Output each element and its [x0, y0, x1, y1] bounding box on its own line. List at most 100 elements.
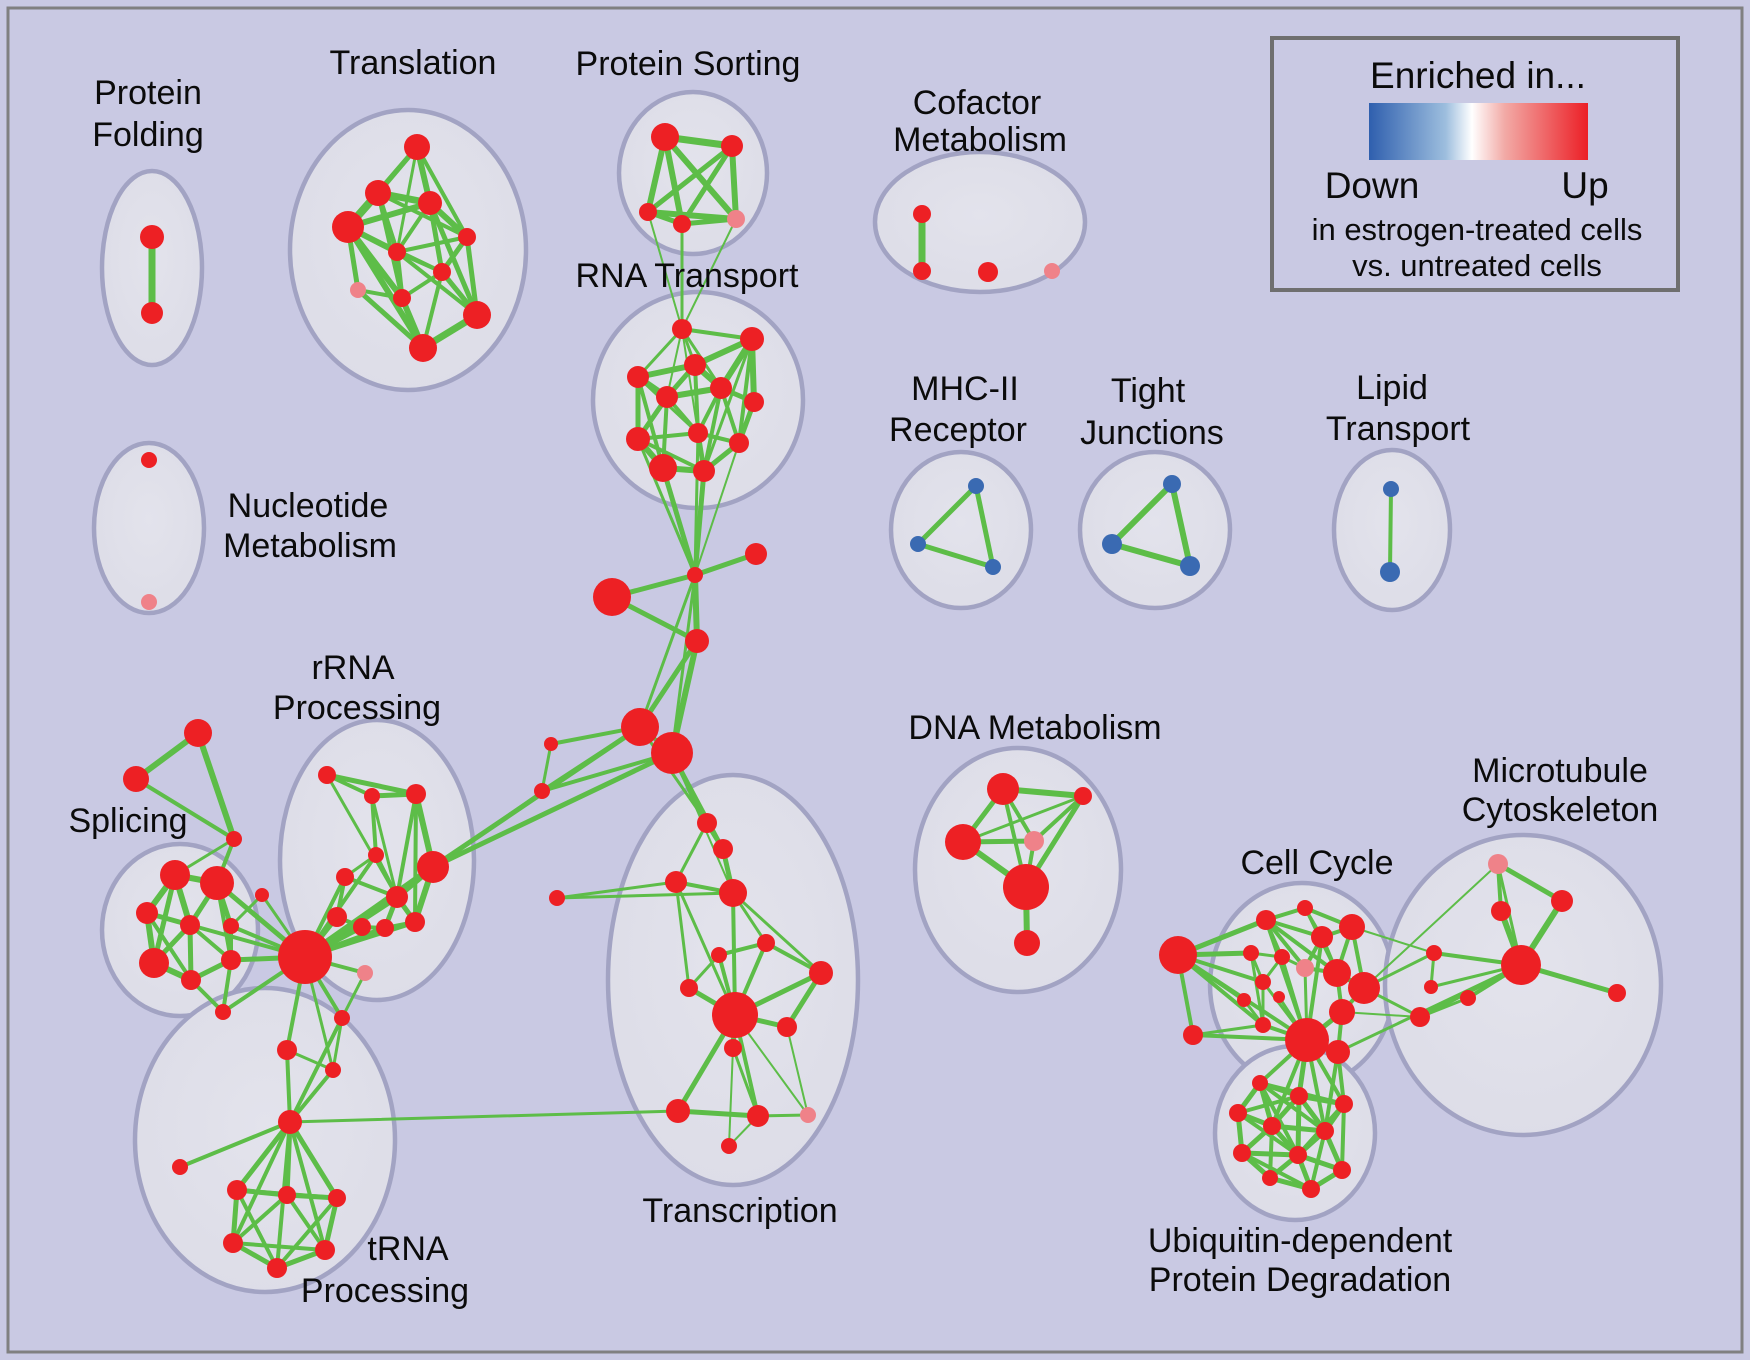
node-rr3 — [406, 784, 426, 804]
node-rr7 — [417, 851, 449, 883]
node-l2 — [1380, 562, 1400, 582]
node-c4 — [1044, 263, 1060, 279]
node-cc6 — [1274, 949, 1290, 965]
edge-u2-u4 — [1236, 1094, 1301, 1115]
edge-u2-u8 — [1295, 1093, 1302, 1158]
edge-rr13-tnh — [288, 1016, 344, 1124]
node-d5 — [1003, 864, 1049, 910]
node-cc3 — [1311, 926, 1333, 948]
node-x3 — [665, 871, 687, 893]
edge-j2-j3 — [1109, 541, 1193, 569]
node-cc16 — [1329, 999, 1355, 1025]
node-tn2 — [227, 1180, 247, 1200]
node-x4 — [719, 879, 747, 907]
edge-s5-r1 — [681, 218, 737, 330]
edge-mt1-mt2 — [1495, 861, 1565, 904]
edge-t8-t11 — [355, 287, 426, 351]
node-t3 — [418, 191, 442, 215]
edge-t5-t6 — [395, 235, 469, 254]
cluster-ellipse-nucleotide-metabolism — [91, 440, 207, 616]
cluster-label-protein-sorting: Protein Sorting — [576, 45, 801, 83]
node-rr4 — [368, 847, 384, 863]
cluster-label-transcription: Transcription — [642, 1192, 837, 1230]
edge-tn2-tn7 — [235, 1188, 279, 1270]
edge-h2-h5 — [638, 573, 697, 729]
node-u10 — [1262, 1170, 1278, 1186]
node-rr11 — [405, 912, 425, 932]
edge-cc5-cc13 — [1249, 951, 1265, 1027]
edge-x3-x8 — [674, 880, 691, 990]
edge-t6-t10 — [395, 250, 479, 317]
edge-s2-s4 — [679, 143, 735, 227]
edge-tnh-x12 — [288, 1109, 680, 1124]
legend-down-label: Down — [1325, 165, 1420, 206]
cluster-label-cell-cycle: Cell Cycle — [1240, 844, 1393, 882]
node-cc9 — [1348, 972, 1380, 1004]
node-mt7 — [1608, 984, 1626, 1002]
edge-rr14-tnh — [285, 1048, 292, 1124]
edge-tn4-tn7 — [275, 1196, 339, 1270]
edge-rr2-rr4 — [370, 794, 378, 857]
node-tn3 — [278, 1186, 296, 1204]
node-rr13 — [334, 1010, 350, 1026]
cluster-label-cofactor-metabolism-line2: Metabolism — [893, 121, 1067, 159]
cluster-label-rrna-processing-line1: rRNA — [311, 649, 394, 687]
edge-s1-s5 — [662, 134, 739, 222]
edge-r1-r6 — [666, 328, 683, 398]
node-x15 — [721, 1138, 737, 1154]
node-r10 — [729, 433, 749, 453]
node-s1 — [651, 123, 679, 151]
node-mt5 — [1426, 945, 1442, 961]
edge-rr3-rr11 — [413, 792, 418, 924]
node-u5 — [1263, 1117, 1281, 1135]
edge-rr2-rr6 — [370, 794, 399, 899]
legend-up-label: Up — [1561, 165, 1608, 206]
node-x10 — [777, 1017, 797, 1037]
node-r6 — [656, 386, 678, 408]
node-tr3 — [226, 831, 242, 847]
cluster-label-tight-junctions-line2: Junctions — [1080, 414, 1224, 452]
edge-r10-h2 — [694, 442, 740, 576]
cluster-label-microtubule-cytoskeleton-line1: Microtubule — [1472, 752, 1648, 790]
edge-r5-r12 — [702, 386, 723, 473]
node-rr14 — [277, 1040, 297, 1060]
node-co2 — [1183, 1025, 1203, 1045]
node-sp3 — [136, 902, 158, 924]
node-u9 — [1333, 1161, 1351, 1179]
cluster-label-mhc-ii-receptor-line2: Receptor — [889, 411, 1027, 449]
node-r9 — [626, 427, 650, 451]
node-sp5 — [223, 918, 239, 934]
cluster-label-mhc-ii-receptor-line1: MHC-II — [911, 370, 1019, 408]
edge-tr1-tr3 — [195, 730, 237, 842]
node-tn4 — [328, 1189, 346, 1207]
cluster-label-splicing: Splicing — [68, 802, 187, 840]
cluster-label-nucleotide-metabolism-line2: Metabolism — [223, 527, 397, 565]
node-sp6 — [139, 948, 169, 978]
edge-cc9-mt1 — [1363, 863, 1499, 989]
node-x12 — [666, 1099, 690, 1123]
node-tn7 — [267, 1258, 287, 1278]
node-r2 — [740, 327, 764, 351]
legend-caption-line1: in estrogen-treated cells — [1312, 212, 1643, 247]
edge-tnh-tn4 — [287, 1119, 340, 1201]
edge-m2-m3 — [915, 541, 996, 570]
node-x9 — [712, 992, 758, 1038]
node-cc1 — [1256, 910, 1276, 930]
edge-s1-s4 — [662, 134, 685, 227]
node-d6 — [1014, 930, 1040, 956]
edge-s2-s3 — [645, 143, 735, 215]
cluster-label-rrna-processing-line2: Processing — [273, 689, 441, 727]
edge-j1-j2 — [1109, 481, 1175, 547]
node-r11 — [649, 454, 677, 482]
node-pf1 — [140, 225, 164, 249]
node-j1 — [1163, 475, 1181, 493]
node-tn5 — [223, 1233, 243, 1253]
edge-t1-t5 — [415, 145, 469, 239]
cluster-label-rna-transport: RNA Transport — [576, 257, 800, 295]
cluster-label-lipid-transport-line2: Transport — [1326, 410, 1471, 448]
edge-r2-r10 — [737, 337, 754, 445]
node-n2 — [141, 594, 157, 610]
edge-cc15-u6 — [1323, 1050, 1340, 1133]
node-t10 — [463, 301, 491, 329]
edge-u7-u8 — [1239, 1150, 1301, 1158]
